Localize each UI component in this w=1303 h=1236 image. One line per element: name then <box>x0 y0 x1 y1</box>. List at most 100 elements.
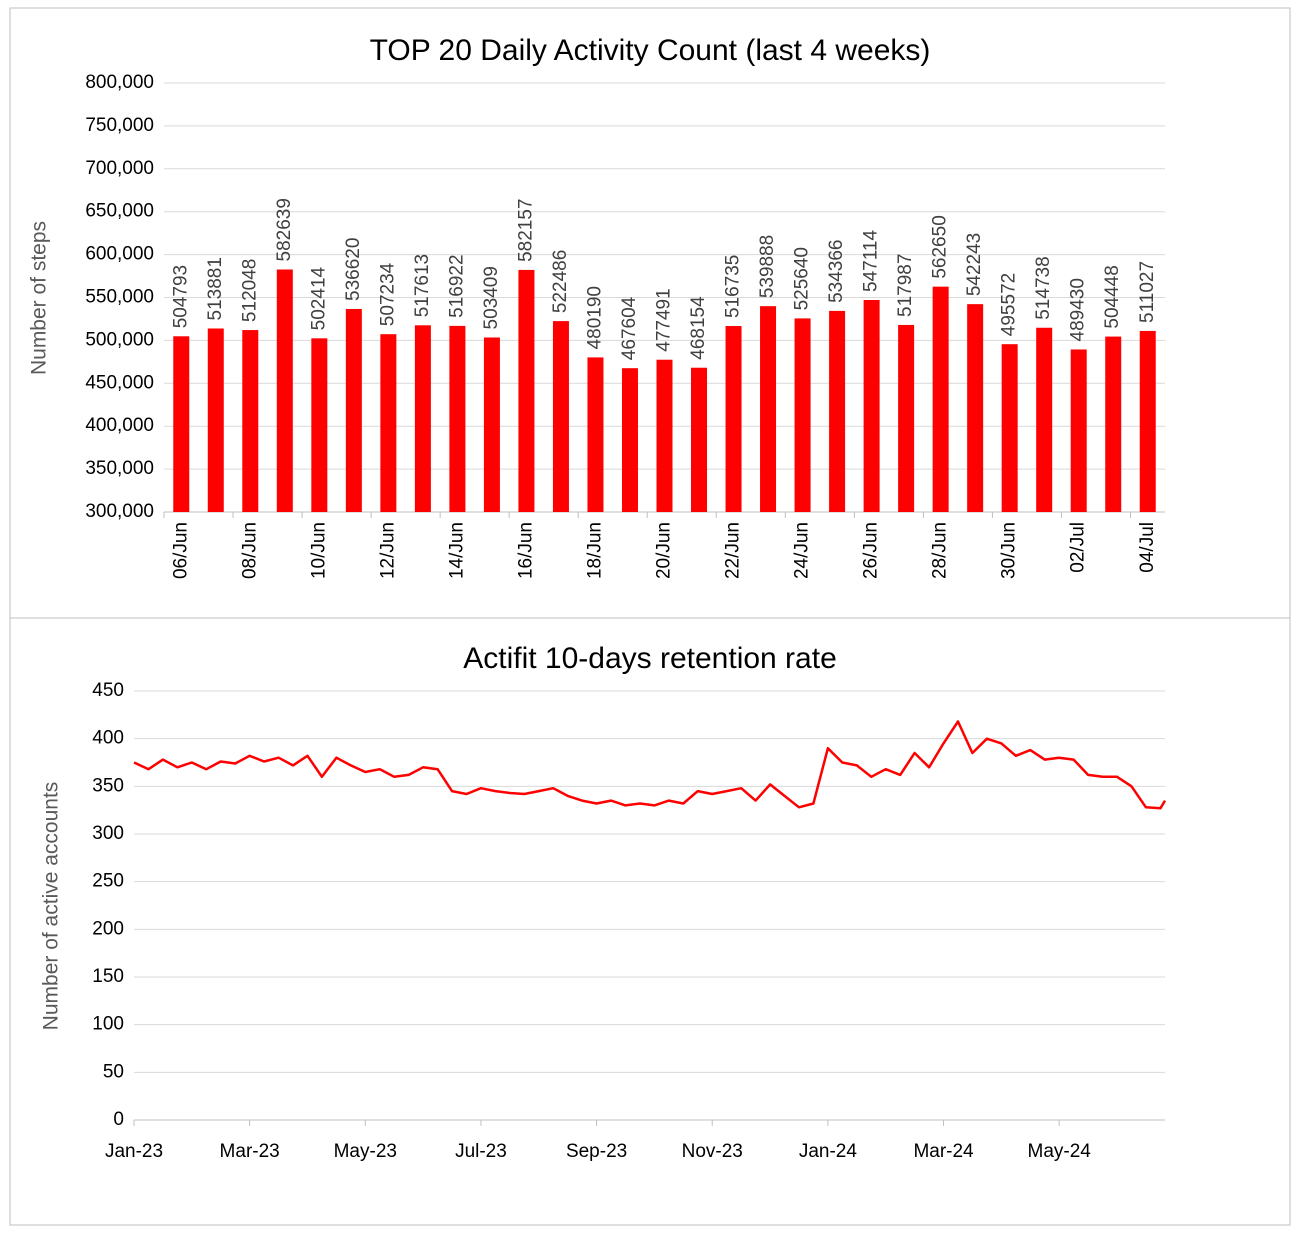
value-label: 507234 <box>377 262 398 326</box>
bar <box>483 337 500 512</box>
value-label: 489430 <box>1068 278 1089 341</box>
x-tick-label: 08/Jun <box>239 522 260 579</box>
x-tick-label: May-23 <box>334 1141 397 1162</box>
x-tick-label: 04/Jul <box>1137 522 1158 573</box>
panel-border <box>9 7 1291 619</box>
x-tick-label: 16/Jun <box>515 522 536 579</box>
x-tick-label: 10/Jun <box>308 522 329 579</box>
y-tick-label: 700,000 <box>85 158 154 179</box>
x-tick-label: 14/Jun <box>446 522 467 579</box>
value-label: 514738 <box>1033 256 1054 319</box>
bar <box>552 321 569 512</box>
value-label: 542243 <box>964 233 985 296</box>
bar <box>829 310 846 512</box>
value-label: 495572 <box>999 273 1020 336</box>
x-tick-label: May-24 <box>1028 1141 1092 1162</box>
y-tick-label: 200 <box>92 918 124 939</box>
bar <box>656 359 673 512</box>
y-tick-label: 250 <box>92 871 124 892</box>
bar <box>932 286 949 512</box>
bar <box>794 318 811 512</box>
bar <box>1001 344 1018 512</box>
x-tick-label: Nov-23 <box>682 1141 743 1162</box>
value-label: 516735 <box>723 255 744 318</box>
x-tick-label: 12/Jun <box>377 522 398 579</box>
bar <box>863 299 880 512</box>
value-label: 512048 <box>239 259 260 322</box>
bar <box>345 308 362 512</box>
value-label: 539888 <box>757 235 778 298</box>
x-tick-label: Mar-23 <box>220 1141 280 1162</box>
bar <box>173 336 190 512</box>
x-tick-label: 28/Jun <box>930 522 951 579</box>
bar <box>449 325 466 512</box>
y-axis-label: Number of active accounts <box>40 782 63 1031</box>
value-label: 504793 <box>170 265 191 328</box>
bar <box>1070 349 1087 512</box>
y-tick-label: 0 <box>113 1109 124 1130</box>
value-label: 547114 <box>861 230 882 292</box>
value-label: 467604 <box>619 296 640 360</box>
value-label: 522486 <box>550 250 571 313</box>
y-tick-label: 450,000 <box>85 372 154 393</box>
y-tick-label: 800,000 <box>85 72 154 93</box>
bar <box>207 328 224 512</box>
panel-border <box>9 617 1291 1226</box>
chart-title: TOP 20 Daily Activity Count (last 4 week… <box>370 34 931 67</box>
y-tick-label: 650,000 <box>85 201 154 222</box>
bar <box>967 304 984 512</box>
bar <box>311 338 328 512</box>
bar <box>1105 336 1122 512</box>
bar <box>276 269 293 512</box>
value-label: 525640 <box>792 247 813 310</box>
bar <box>380 334 397 512</box>
y-tick-label: 100 <box>92 1014 124 1035</box>
y-tick-label: 50 <box>103 1061 124 1082</box>
value-label: 504448 <box>1102 265 1123 328</box>
value-label: 502414 <box>308 266 329 330</box>
chart-title: Actifit 10-days retention rate <box>463 642 837 675</box>
value-label: 562650 <box>930 215 951 278</box>
value-label: 517987 <box>895 254 916 317</box>
value-label: 582157 <box>515 199 536 262</box>
value-label: 513881 <box>205 257 226 320</box>
x-tick-label: Sep-23 <box>566 1141 627 1162</box>
y-tick-label: 450 <box>92 680 124 701</box>
y-tick-label: 400 <box>92 728 124 749</box>
value-label: 534366 <box>826 240 847 303</box>
x-tick-label: 20/Jun <box>654 522 675 579</box>
bar <box>621 368 638 512</box>
x-tick-label: 18/Jun <box>584 522 605 579</box>
bar <box>725 326 742 512</box>
x-tick-label: 30/Jun <box>999 522 1020 579</box>
bar <box>760 306 777 512</box>
y-tick-label: 300 <box>92 823 124 844</box>
y-tick-label: 400,000 <box>85 415 154 436</box>
y-tick-label: 300,000 <box>85 501 154 522</box>
y-tick-label: 500,000 <box>85 329 154 350</box>
y-tick-label: 350 <box>92 775 124 796</box>
bar <box>587 357 604 512</box>
x-tick-label: Jan-23 <box>105 1141 163 1162</box>
y-tick-label: 350,000 <box>85 458 154 479</box>
value-label: 517613 <box>412 254 433 317</box>
y-tick-label: 550,000 <box>85 287 154 308</box>
y-tick-label: 750,000 <box>85 115 154 136</box>
x-tick-label: 22/Jun <box>723 522 744 579</box>
bar <box>691 367 708 512</box>
y-tick-label: 150 <box>92 966 124 987</box>
x-tick-label: Jul-23 <box>455 1141 507 1162</box>
bar <box>1139 330 1156 512</box>
x-tick-label: Mar-24 <box>913 1141 974 1162</box>
bar <box>414 325 431 512</box>
x-tick-label: 26/Jun <box>861 522 882 579</box>
value-label: 477491 <box>654 288 675 351</box>
value-label: 480190 <box>584 286 605 349</box>
value-label: 582639 <box>274 198 295 261</box>
value-label: 468154 <box>688 296 709 360</box>
bar <box>1036 327 1053 512</box>
value-label: 516922 <box>446 254 467 317</box>
y-axis-label: Number of steps <box>28 221 51 375</box>
y-tick-label: 600,000 <box>85 244 154 265</box>
